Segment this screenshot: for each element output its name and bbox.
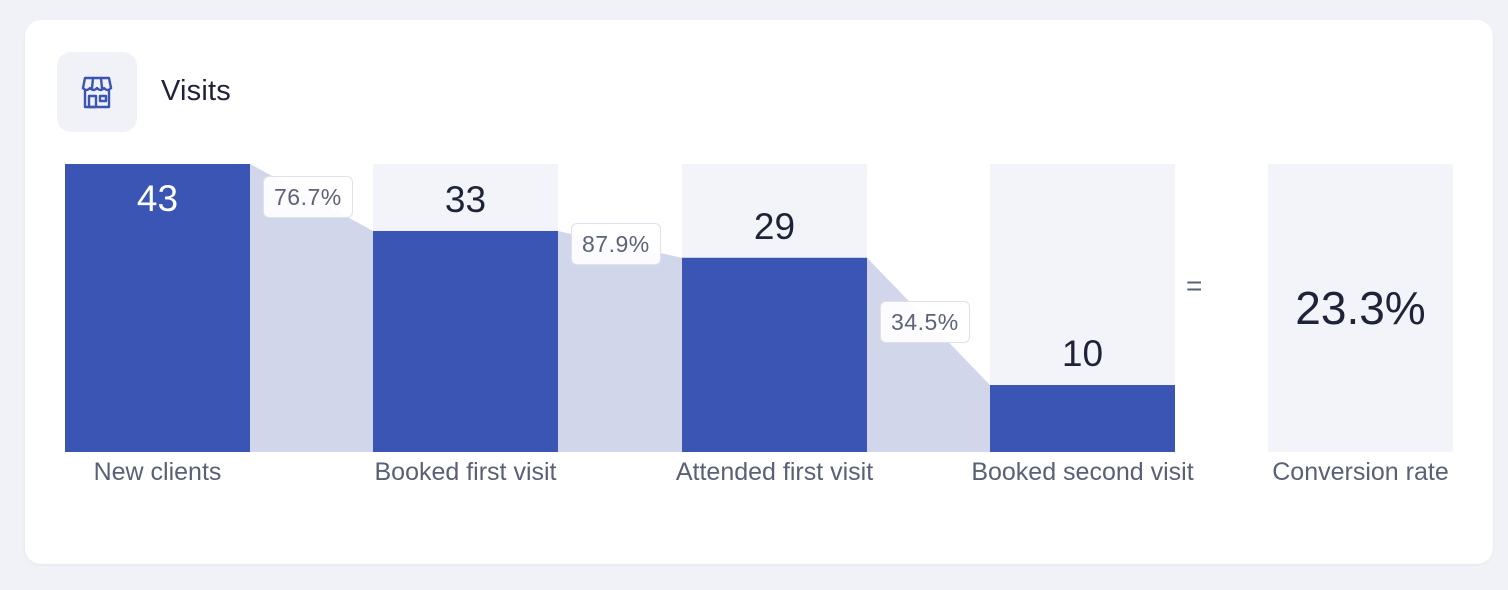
step-rate-badge-2: 87.9% <box>571 223 661 265</box>
conversion-track <box>1268 164 1453 452</box>
conversion-rate-label: Conversion rate <box>1272 458 1449 486</box>
icon-tile <box>57 52 137 132</box>
bar-value-2: 33 <box>445 179 486 220</box>
flow-connector-2 <box>558 230 682 452</box>
bar-1 <box>65 164 250 452</box>
bar-3 <box>682 257 867 452</box>
conversion-rate-value: 23.3% <box>1295 282 1425 334</box>
bar-value-3: 29 <box>754 206 795 247</box>
stage-label-attended-first-visit: Attended first visit <box>675 458 874 486</box>
stage-label-new-clients: New clients <box>93 458 222 486</box>
bar-2 <box>373 230 558 452</box>
equals-sign: = <box>1186 270 1203 301</box>
bar-value-4: 10 <box>1062 333 1103 374</box>
flow-connector-1 <box>250 164 373 452</box>
flow-connector-3 <box>867 257 990 452</box>
stage-label-booked-second-visit: Booked second visit <box>971 458 1194 486</box>
bar-value-1: 43 <box>137 178 178 219</box>
step-rate-badge-1: 76.7% <box>263 176 353 218</box>
step-rate-badge-3: 34.5% <box>880 301 970 343</box>
stage-label-booked-first-visit: Booked first visit <box>374 458 557 486</box>
card-title: Visits <box>161 75 231 107</box>
storefront-icon <box>81 76 113 109</box>
bar-4 <box>990 385 1175 452</box>
